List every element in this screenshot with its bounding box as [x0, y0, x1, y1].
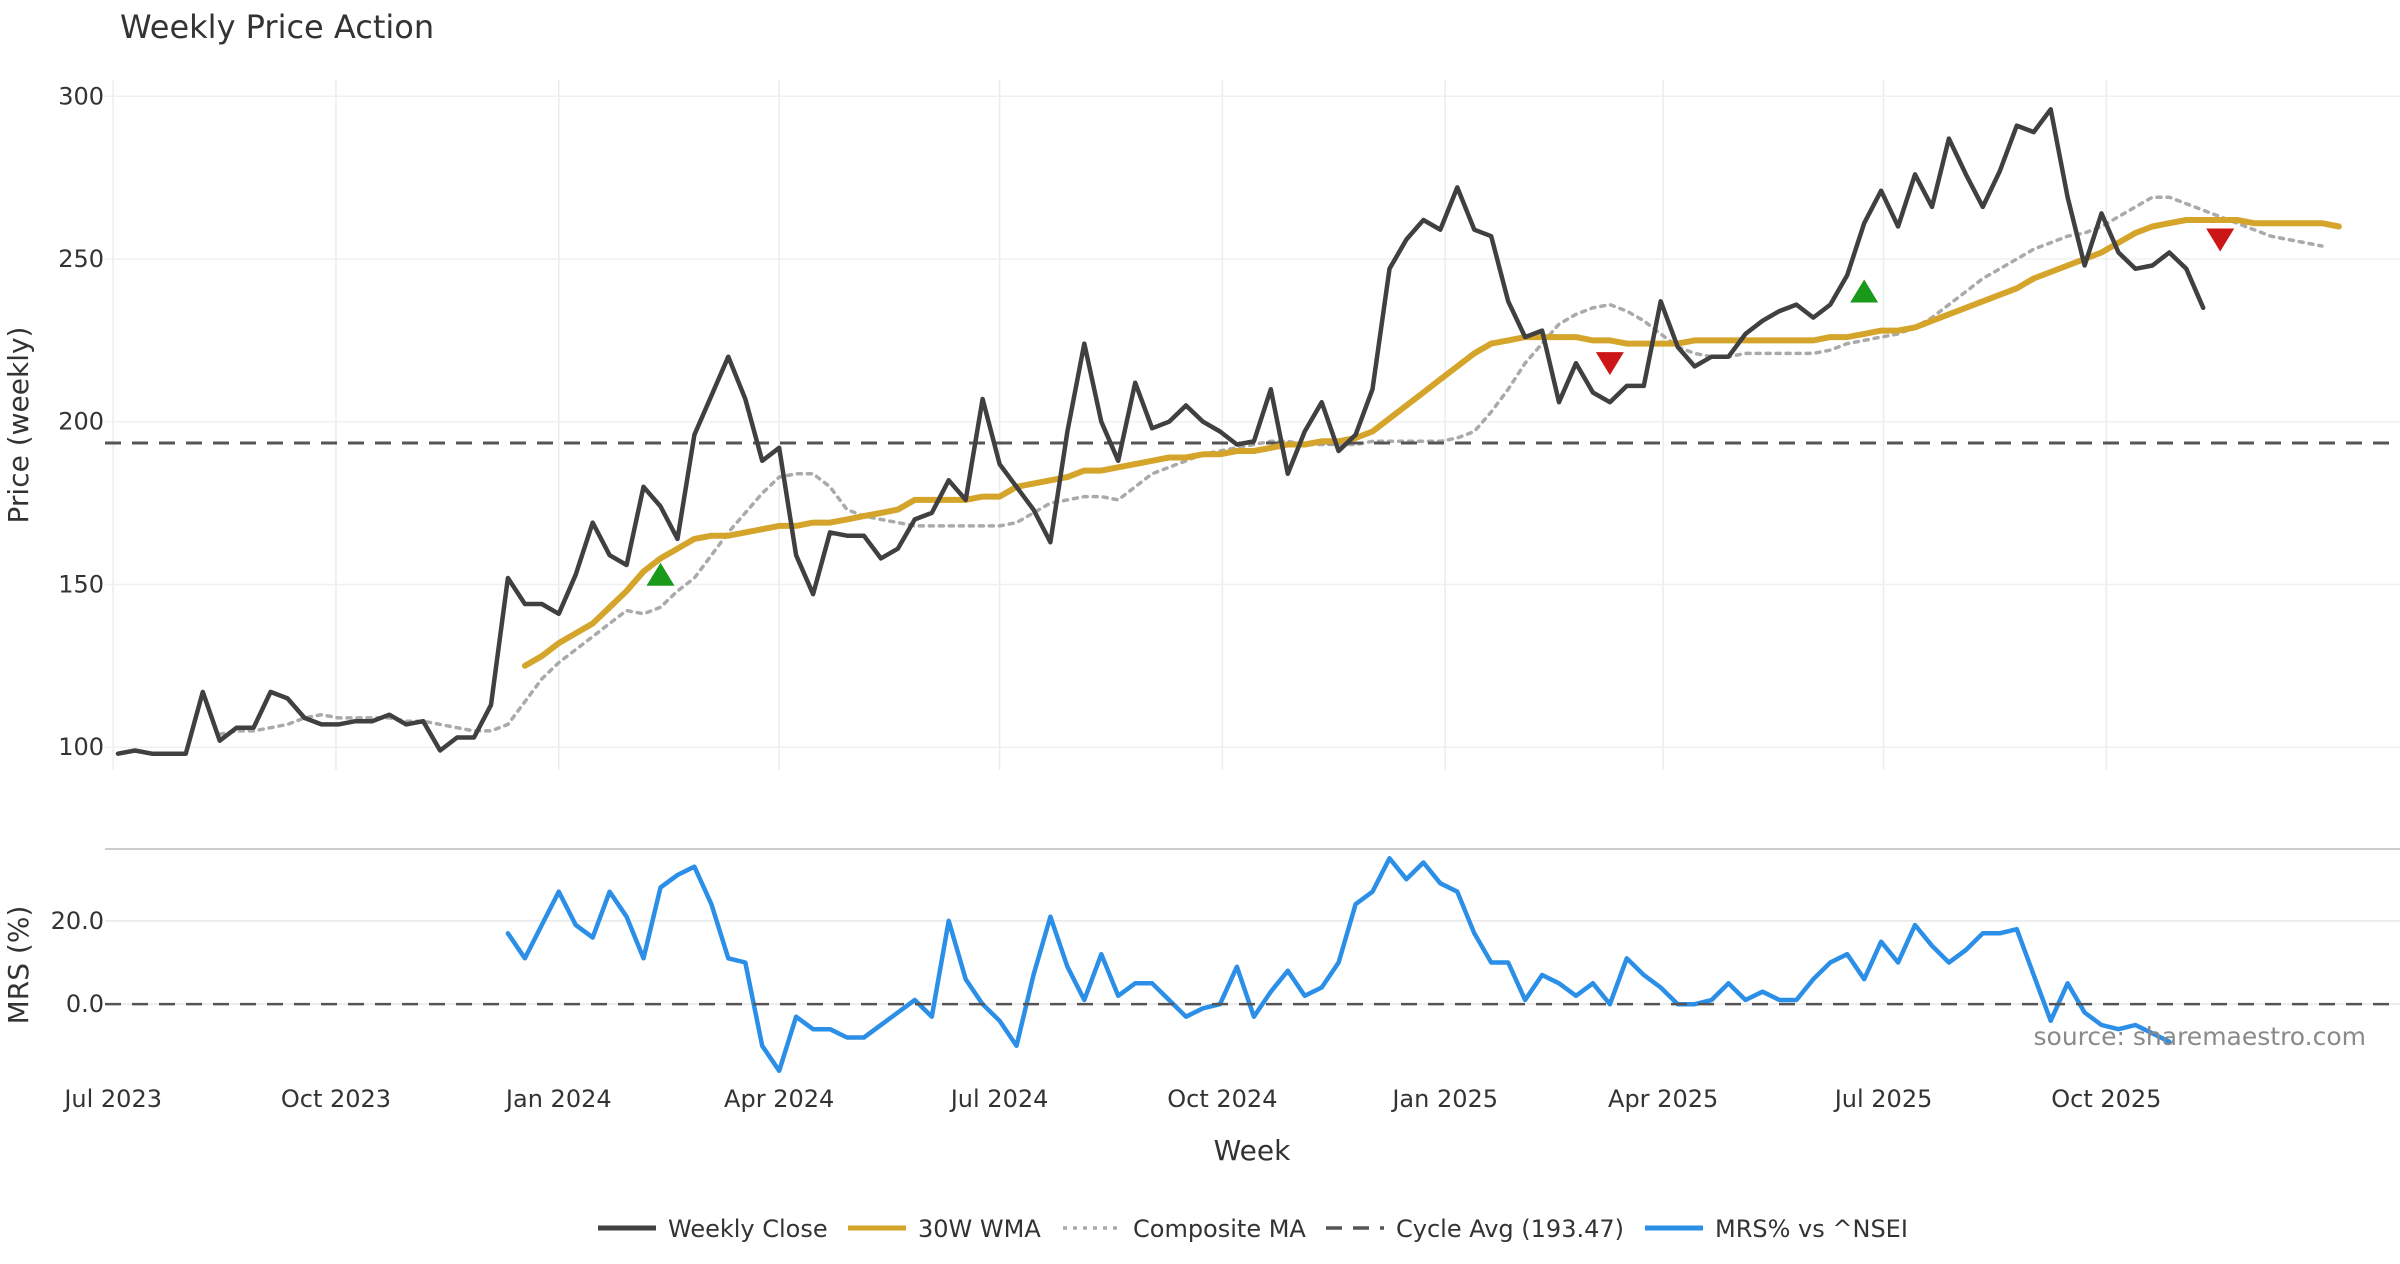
- weekly-close-line: [115, 107, 2206, 756]
- legend-label-weekly-close: Weekly Close: [668, 1215, 828, 1243]
- x-tick-label: Oct 2023: [281, 1085, 391, 1113]
- buy-signal-marker: [646, 562, 675, 586]
- price-y-ticks: 100 150 200 250 300: [58, 82, 104, 761]
- mrs-y-axis-label: MRS (%): [2, 906, 35, 1025]
- mrs-y-tick-label: 20.0: [51, 907, 104, 935]
- price-y-tick-label: 100: [58, 733, 104, 761]
- mrs-series-layer: [105, 856, 2400, 1074]
- chart-title: Weekly Price Action: [120, 8, 434, 46]
- legend-label-composite-ma: Composite MA: [1133, 1215, 1306, 1243]
- legend-label-cycle-avg-193-47: Cycle Avg (193.47): [1396, 1215, 1624, 1243]
- price-grid: [105, 80, 2400, 770]
- buy-signal-marker: [1850, 279, 1879, 303]
- x-tick-label: Jul 2025: [1833, 1085, 1933, 1113]
- x-ticks: Jul 2023 Oct 2023 Jan 2024 Apr 2024 Jul 2024…: [62, 1085, 2161, 1113]
- price-y-tick-label: 250: [58, 245, 104, 273]
- mrs-y-tick-label: 0.0: [66, 990, 104, 1018]
- x-tick-label: Oct 2025: [2051, 1085, 2161, 1113]
- x-tick-label: Oct 2024: [1167, 1085, 1277, 1113]
- legend: Weekly Close 30W WMA Composite MA Cycle Avg…: [598, 1215, 1908, 1243]
- price-series-layer: [105, 107, 2400, 756]
- price-y-axis-label: Price (weekly): [2, 327, 35, 524]
- legend-label-mrs-vs-nsei: MRS% vs ^NSEI: [1715, 1215, 1908, 1243]
- x-tick-label: Apr 2024: [724, 1085, 834, 1113]
- mrs-vs-nsei-line: [505, 856, 2172, 1074]
- x-tick-label: Jul 2023: [62, 1085, 162, 1113]
- legend-label-30w-wma: 30W WMA: [918, 1215, 1041, 1243]
- x-tick-label: Jan 2025: [1390, 1085, 1498, 1113]
- price-markers-layer: [646, 228, 2235, 586]
- x-axis-label: Week: [1214, 1134, 1291, 1167]
- price-y-tick-label: 300: [58, 82, 104, 110]
- 30w-wma-line: [521, 217, 2342, 669]
- x-tick-label: Jan 2024: [504, 1085, 612, 1113]
- x-tick-label: Apr 2025: [1608, 1085, 1718, 1113]
- composite-ma-line: [217, 195, 2324, 736]
- source-note: source: sharemaestro.com: [2034, 1022, 2367, 1051]
- price-y-tick-label: 200: [58, 408, 104, 436]
- price-y-tick-label: 150: [58, 570, 104, 598]
- mrs-y-ticks: 0.0 20.0: [51, 907, 104, 1018]
- sell-signal-marker: [1595, 352, 1624, 376]
- x-tick-label: Jul 2024: [949, 1085, 1049, 1113]
- sell-signal-marker: [2206, 228, 2235, 252]
